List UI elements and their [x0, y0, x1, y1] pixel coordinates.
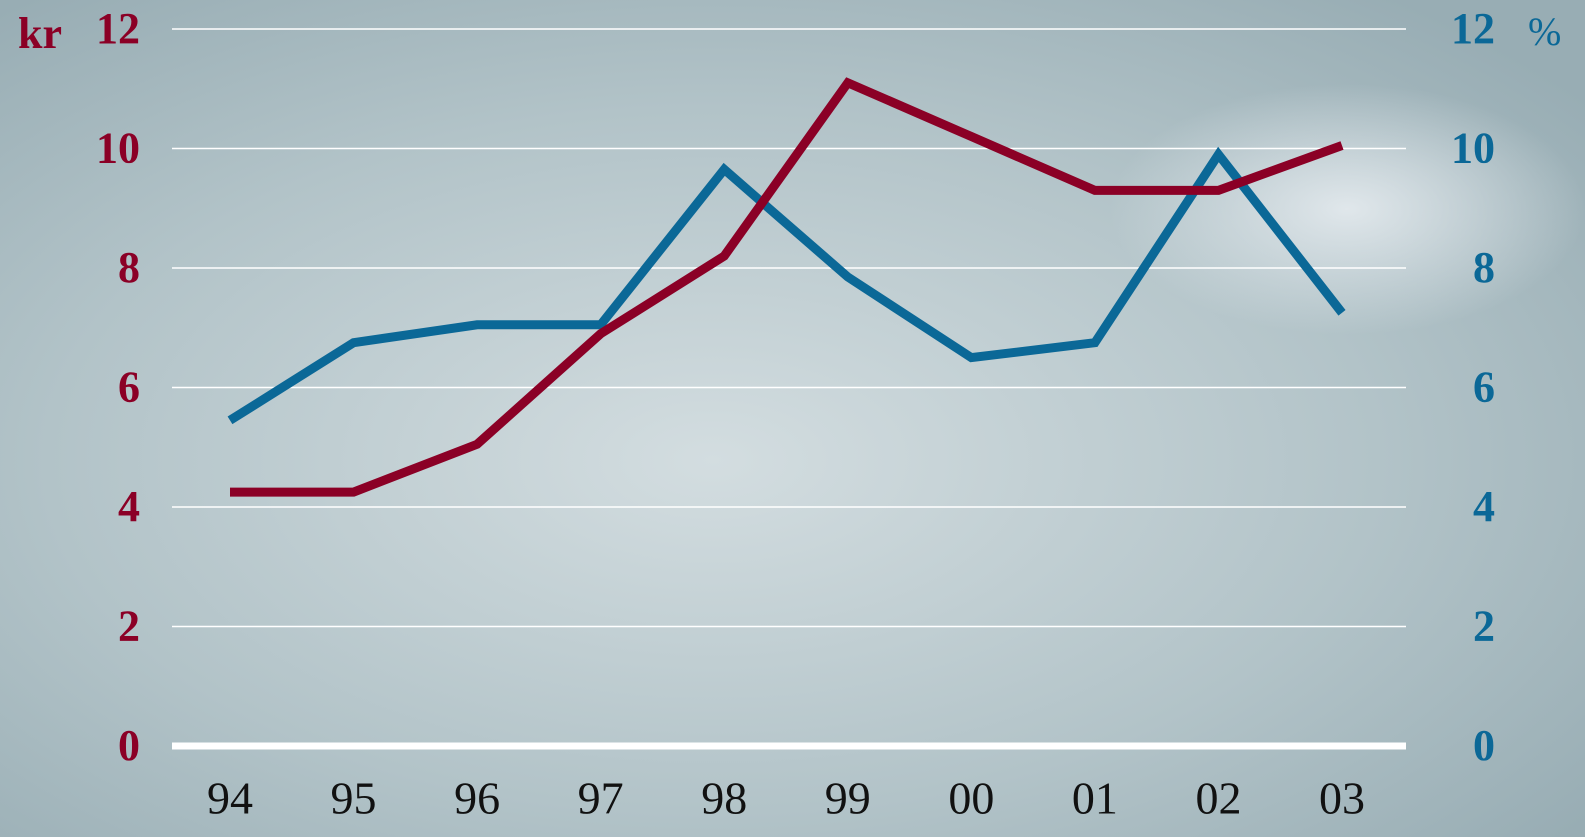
- data-line: [230, 77, 1344, 497]
- data-line: [227, 146, 1346, 425]
- y-tick-label: 10: [96, 124, 140, 173]
- y-axis-label: kr: [18, 9, 62, 58]
- y-tick-label: 6: [118, 363, 140, 412]
- x-tick-label: 98: [701, 773, 747, 824]
- y2-tick-label: 4: [1473, 482, 1495, 531]
- y-tick-label: 0: [118, 721, 140, 770]
- x-tick-label: 02: [1195, 773, 1241, 824]
- y-tick-label: 8: [118, 243, 140, 292]
- x-tick-label: 95: [331, 773, 377, 824]
- x-tick-label: 97: [578, 773, 624, 824]
- x-tick-label: 00: [948, 773, 994, 824]
- x-tick-label: 96: [454, 773, 500, 824]
- y2-axis-label: %: [1528, 9, 1561, 54]
- y2-tick-label: 12: [1451, 4, 1495, 53]
- y2-tick-label: 8: [1473, 243, 1495, 292]
- x-tick-label: 99: [825, 773, 871, 824]
- x-tick-label: 01: [1072, 773, 1118, 824]
- x-tick-label: 94: [207, 773, 253, 824]
- y2-tick-label: 10: [1451, 124, 1495, 173]
- y-tick-label: 12: [96, 4, 140, 53]
- x-tick-label: 03: [1319, 773, 1365, 824]
- y2-tick-label: 2: [1473, 602, 1495, 651]
- y2-tick-label: 0: [1473, 721, 1495, 770]
- y-tick-label: 4: [118, 482, 140, 531]
- y2-tick-label: 6: [1473, 363, 1495, 412]
- y-tick-label: 2: [118, 602, 140, 651]
